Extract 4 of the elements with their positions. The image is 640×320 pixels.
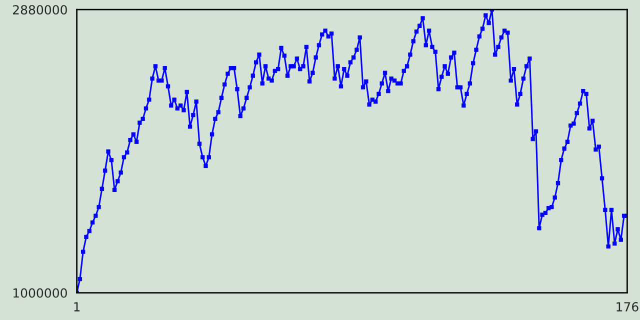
x-tick-label: 176: [616, 302, 638, 312]
x-tick-label: 1: [74, 302, 80, 312]
y-tick-label: 1000000: [13, 288, 67, 298]
y-tick-label: 2880000: [13, 5, 67, 15]
